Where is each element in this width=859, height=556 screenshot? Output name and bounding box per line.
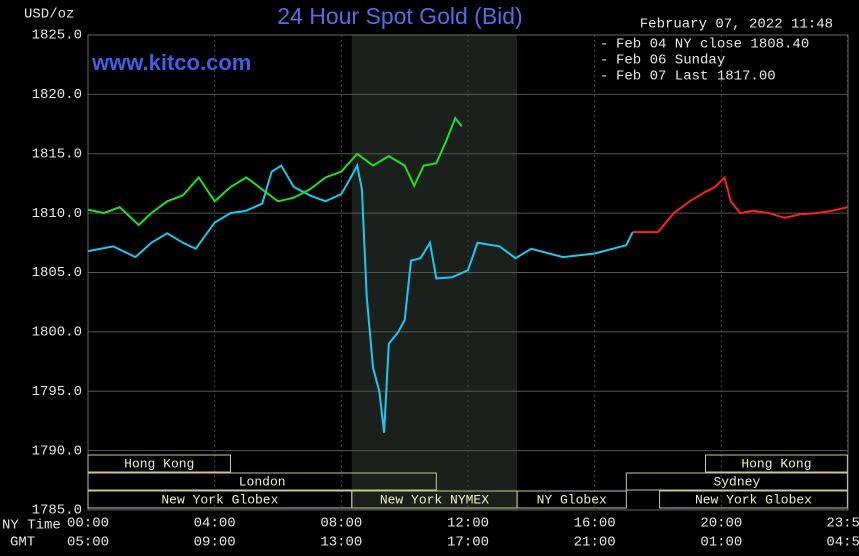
session-label: Hong Kong bbox=[741, 456, 811, 471]
x2-tick-label: 13:00 bbox=[320, 535, 362, 551]
x2-tick-label: 21:00 bbox=[574, 535, 616, 551]
x2-tick-label: 17:00 bbox=[447, 535, 489, 551]
session-label: New York Globex bbox=[695, 492, 812, 507]
session-box bbox=[659, 490, 848, 509]
y-tick-label: 1825.0 bbox=[32, 28, 82, 44]
legend-dash: - bbox=[600, 69, 608, 85]
plot-border bbox=[87, 34, 849, 511]
session-label: New York Globex bbox=[161, 492, 278, 507]
legend-entry: Feb 06 Sunday bbox=[616, 53, 725, 69]
watermark: www.kitco.com bbox=[91, 50, 251, 75]
y-tick-label: 1815.0 bbox=[32, 146, 82, 162]
x-tick-label: 08:00 bbox=[320, 516, 362, 532]
x2-axis-label: GMT bbox=[10, 535, 35, 551]
x2-tick-label: 05:00 bbox=[67, 535, 109, 551]
session-label: Sydney bbox=[713, 474, 760, 489]
session-label: NY Globex bbox=[537, 492, 607, 507]
session-box bbox=[87, 454, 231, 473]
x2-tick-label: 09:00 bbox=[194, 535, 236, 551]
session-box bbox=[87, 472, 437, 491]
y-tick-label: 1795.0 bbox=[32, 384, 82, 400]
timestamp: February 07, 2022 11:48 bbox=[640, 17, 833, 33]
chart-title: 24 Hour Spot Gold (Bid) bbox=[277, 3, 522, 29]
y-tick-label: 1790.0 bbox=[32, 443, 82, 459]
session-box bbox=[625, 472, 848, 491]
session-label: London bbox=[239, 474, 286, 489]
y-tick-label: 1785.0 bbox=[32, 503, 82, 519]
x-tick-label: 12:00 bbox=[447, 516, 489, 532]
y-tick-label: 1800.0 bbox=[32, 325, 82, 341]
session-label: New York NYMEX bbox=[380, 492, 489, 507]
legend-dash: - bbox=[600, 53, 608, 69]
x-tick-label: 16:00 bbox=[574, 516, 616, 532]
legend-dash: - bbox=[600, 37, 608, 53]
x-tick-label: 00:00 bbox=[67, 516, 109, 532]
y-tick-label: 1820.0 bbox=[32, 87, 82, 103]
price-line bbox=[632, 175, 848, 234]
x-tick-label: 04:00 bbox=[194, 516, 236, 532]
legend-entry: Feb 04 NY close 1808.40 bbox=[616, 37, 809, 53]
session-box bbox=[516, 490, 627, 509]
x-axis-label: NY Time bbox=[2, 518, 61, 534]
y-tick-label: 1810.0 bbox=[32, 206, 82, 222]
price-line bbox=[87, 116, 463, 227]
x-tick-label: 20:00 bbox=[700, 516, 742, 532]
session-label: Hong Kong bbox=[124, 456, 194, 471]
price-line bbox=[87, 162, 634, 433]
y-tick-label: 1805.0 bbox=[32, 265, 82, 281]
y-axis-label: USD/oz bbox=[24, 7, 74, 23]
x2-tick-label: 04:59 bbox=[826, 535, 859, 551]
session-box bbox=[705, 454, 848, 473]
legend-entry: Feb 07 Last 1817.00 bbox=[616, 69, 776, 85]
x-tick-label: 23:59 bbox=[826, 516, 859, 532]
x2-tick-label: 01:00 bbox=[700, 535, 742, 551]
